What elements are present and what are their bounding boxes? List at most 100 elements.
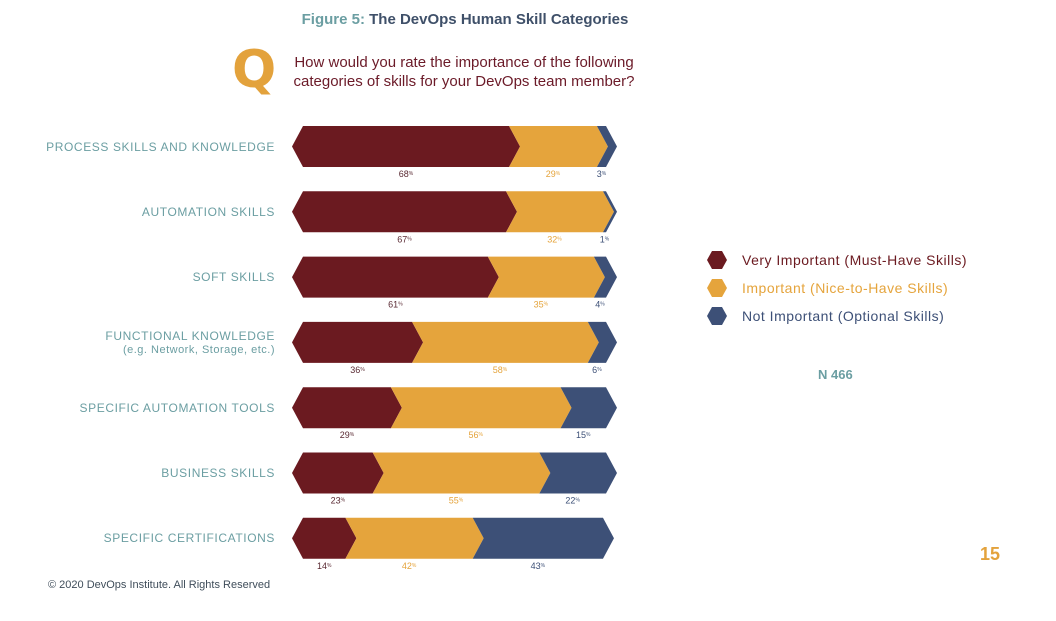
data-label-value: 22 bbox=[565, 496, 575, 506]
data-label-suffix: % bbox=[544, 302, 549, 308]
data-label-suffix: % bbox=[556, 171, 561, 177]
category-label-text: FUNCTIONAL KNOWLEDGE bbox=[105, 329, 275, 344]
data-label-value: 4 bbox=[595, 300, 600, 310]
data-label: 15% bbox=[576, 430, 591, 440]
data-label-suffix: % bbox=[409, 171, 414, 177]
bar-segment bbox=[602, 191, 617, 233]
category-label-text: BUSINESS SKILLS bbox=[161, 466, 275, 480]
data-label-suffix: % bbox=[327, 563, 332, 569]
category-label-text: SPECIFIC CERTIFICATIONS bbox=[103, 531, 275, 546]
data-label: 61% bbox=[388, 300, 403, 310]
category-label: FUNCTIONAL KNOWLEDGE (e.g. Network, Stora… bbox=[105, 329, 275, 357]
bar-segment bbox=[372, 452, 551, 494]
data-label-value: 29 bbox=[340, 430, 350, 440]
data-label: 36% bbox=[350, 365, 365, 375]
data-label-suffix: % bbox=[600, 302, 605, 308]
bar-segment bbox=[390, 387, 572, 429]
data-label: 42% bbox=[402, 561, 417, 571]
legend-hexagon-icon bbox=[707, 307, 727, 325]
bar-segment bbox=[509, 126, 608, 167]
q-icon: Q bbox=[232, 40, 277, 100]
bar-segment bbox=[292, 387, 402, 429]
data-label-value: 3 bbox=[597, 169, 602, 179]
category-label: AUTOMATION SKILLS bbox=[142, 205, 275, 219]
bar-segment bbox=[596, 126, 617, 167]
data-label: 29% bbox=[546, 169, 561, 179]
legend-item: Not Important (Optional Skills) bbox=[706, 302, 967, 330]
category-label-text: PROCESS SKILLS AND KNOWLEDGE bbox=[46, 139, 275, 154]
data-label-value: 67 bbox=[397, 234, 407, 244]
data-label-value: 6 bbox=[592, 365, 597, 375]
data-label-value: 29 bbox=[546, 169, 556, 179]
data-label: 29% bbox=[340, 430, 355, 440]
data-label-value: 42 bbox=[402, 561, 412, 571]
page-number: 15 bbox=[980, 544, 1001, 564]
data-label-suffix: % bbox=[597, 367, 602, 373]
data-label-suffix: % bbox=[341, 498, 346, 504]
bar-segment bbox=[292, 126, 521, 167]
data-label: 14% bbox=[317, 561, 332, 571]
data-label: 43% bbox=[531, 561, 546, 571]
category-label: BUSINESS SKILLS bbox=[161, 466, 275, 480]
data-label: 4% bbox=[595, 300, 605, 310]
data-label-suffix: % bbox=[407, 236, 412, 242]
legend-label: Not Important (Optional Skills) bbox=[742, 308, 945, 324]
data-label-value: 32 bbox=[547, 234, 557, 244]
data-label: 23% bbox=[331, 496, 346, 506]
data-label-suffix: % bbox=[350, 432, 355, 438]
data-label-value: 43 bbox=[531, 561, 541, 571]
bar-segment bbox=[412, 321, 599, 363]
figure-title: Figure 5: The DevOps Human Skill Categor… bbox=[0, 11, 930, 28]
data-label: 67% bbox=[397, 234, 412, 244]
data-label-suffix: % bbox=[398, 302, 403, 308]
figure-label: Figure 5: bbox=[301, 11, 365, 28]
data-label-value: 61 bbox=[388, 300, 398, 310]
data-label: 1% bbox=[600, 234, 610, 244]
copyright: © 2020 DevOps Institute. All Rights Rese… bbox=[48, 579, 271, 591]
category-label: SPECIFIC CERTIFICATIONS bbox=[104, 531, 275, 545]
data-label: 32% bbox=[547, 234, 562, 244]
sample-size: N 466 bbox=[818, 367, 853, 382]
category-sublabel: (e.g. Network, Storage, etc.) bbox=[122, 344, 275, 357]
bar-segment bbox=[292, 517, 357, 559]
bar-segment bbox=[560, 387, 617, 429]
bar-segment bbox=[587, 321, 617, 363]
data-label: 58% bbox=[493, 365, 508, 375]
data-label-value: 35 bbox=[534, 300, 544, 310]
data-label-suffix: % bbox=[586, 432, 591, 438]
legend-item: Important (Nice-to-Have Skills) bbox=[706, 274, 967, 302]
data-label: 55% bbox=[449, 496, 464, 506]
data-label-value: 15 bbox=[576, 430, 586, 440]
data-label-suffix: % bbox=[360, 367, 365, 373]
data-label: 6% bbox=[592, 365, 602, 375]
bar-segment bbox=[506, 191, 614, 233]
category-label-text: SOFT SKILLS bbox=[192, 270, 275, 285]
bar-segment bbox=[593, 256, 617, 298]
data-label-suffix: % bbox=[503, 367, 508, 373]
bar-segment bbox=[292, 321, 424, 363]
legend-item: Very Important (Must-Have Skills) bbox=[706, 246, 967, 274]
data-label-suffix: % bbox=[557, 236, 562, 242]
bar-segment bbox=[292, 256, 499, 298]
bar-segment bbox=[487, 256, 605, 298]
data-label-value: 36 bbox=[350, 365, 360, 375]
data-label-value: 56 bbox=[468, 430, 478, 440]
category-label-text: SPECIFIC AUTOMATION TOOLS bbox=[79, 400, 275, 415]
bar-segment bbox=[292, 452, 384, 494]
legend-label: Very Important (Must-Have Skills) bbox=[742, 252, 967, 268]
data-label-value: 14 bbox=[317, 561, 327, 571]
data-label-suffix: % bbox=[541, 563, 546, 569]
data-label: 56% bbox=[468, 430, 483, 440]
legend: Very Important (Must-Have Skills) Importa… bbox=[706, 246, 967, 330]
data-label-suffix: % bbox=[459, 498, 464, 504]
data-label-value: 1 bbox=[600, 234, 605, 244]
bar-segment bbox=[292, 191, 518, 233]
data-label: 3% bbox=[597, 169, 607, 179]
legend-hexagon-icon bbox=[707, 279, 727, 297]
category-label: SPECIFIC AUTOMATION TOOLS bbox=[80, 401, 275, 415]
bar-segment bbox=[539, 452, 617, 494]
survey-question: How would you rate the importance of the… bbox=[293, 54, 635, 90]
data-label: 68% bbox=[399, 169, 414, 179]
data-label-suffix: % bbox=[575, 498, 580, 504]
